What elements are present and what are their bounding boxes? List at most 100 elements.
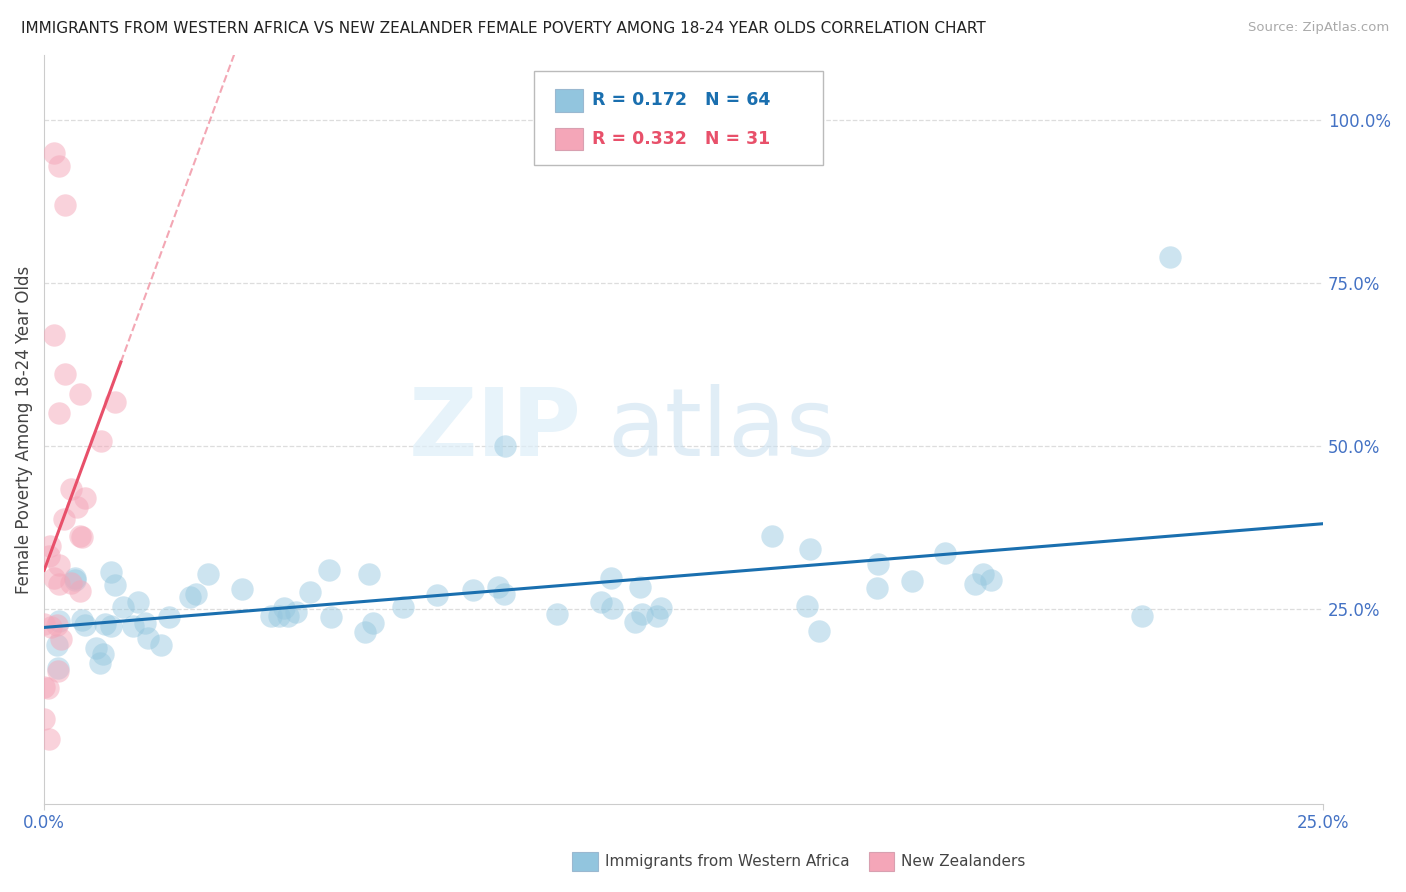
Point: [494, 439, 516, 453]
Point: [179, 590, 201, 604]
Point: [934, 545, 956, 559]
Point: [980, 574, 1002, 588]
Point: [53, 198, 76, 212]
Point: [46, 660, 69, 674]
Point: [45, 617, 67, 632]
Point: [799, 542, 821, 557]
Point: [93, 616, 115, 631]
Point: [70, 613, 93, 627]
Point: [299, 585, 322, 599]
Point: [65, 573, 87, 587]
Point: [231, 582, 253, 596]
Point: [602, 600, 624, 615]
Point: [136, 632, 159, 646]
Point: [84, 640, 107, 655]
Point: [391, 600, 413, 615]
Point: [65, 571, 87, 585]
Point: [631, 607, 654, 622]
Text: New Zealanders: New Zealanders: [901, 855, 1025, 869]
Text: IMMIGRANTS FROM WESTERN AFRICA VS NEW ZEALANDER FEMALE POVERTY AMONG 18-24 YEAR : IMMIGRANTS FROM WESTERN AFRICA VS NEW ZE…: [21, 21, 986, 36]
Point: [1130, 608, 1153, 623]
Point: [48, 406, 70, 420]
Point: [426, 588, 449, 602]
Point: [100, 565, 122, 579]
Point: [628, 580, 651, 594]
Point: [363, 616, 385, 631]
Point: [32, 712, 55, 726]
Point: [91, 647, 114, 661]
Point: [66, 500, 89, 515]
Point: [486, 580, 509, 594]
Point: [59, 576, 82, 591]
Point: [901, 574, 924, 588]
Point: [318, 562, 340, 576]
Y-axis label: Female Poverty Among 18-24 Year Olds: Female Poverty Among 18-24 Year Olds: [15, 266, 32, 594]
Text: Source: ZipAtlas.com: Source: ZipAtlas.com: [1249, 21, 1389, 34]
Point: [796, 599, 818, 614]
Point: [48, 615, 70, 629]
Point: [963, 577, 986, 591]
Text: atlas: atlas: [607, 384, 835, 475]
Point: [48, 159, 70, 173]
Point: [32, 680, 55, 694]
Text: R = 0.332   N = 31: R = 0.332 N = 31: [592, 129, 770, 148]
Point: [69, 529, 91, 543]
Point: [157, 610, 180, 624]
Point: [761, 529, 783, 543]
Text: Immigrants from Western Africa: Immigrants from Western Africa: [605, 855, 849, 869]
Point: [39, 539, 62, 553]
Point: [69, 386, 91, 401]
Point: [104, 395, 127, 409]
Point: [197, 567, 219, 582]
Point: [48, 558, 70, 572]
Point: [60, 482, 83, 496]
Point: [623, 615, 645, 629]
Point: [589, 595, 612, 609]
Point: [650, 600, 672, 615]
Point: [866, 558, 889, 572]
Point: [48, 576, 70, 591]
Point: [354, 625, 377, 640]
Point: [38, 731, 60, 746]
Point: [599, 571, 621, 585]
Text: ZIP: ZIP: [408, 384, 581, 475]
Point: [357, 567, 380, 582]
Point: [267, 609, 290, 624]
Point: [1159, 250, 1181, 264]
Point: [184, 587, 207, 601]
Point: [277, 609, 299, 624]
Point: [89, 656, 111, 670]
Point: [52, 512, 75, 526]
Point: [546, 607, 568, 621]
Point: [90, 434, 112, 448]
Point: [273, 601, 295, 615]
Point: [44, 328, 66, 343]
Point: [38, 549, 60, 564]
Point: [69, 583, 91, 598]
Point: [866, 581, 889, 595]
Point: [319, 610, 342, 624]
Text: R = 0.172   N = 64: R = 0.172 N = 64: [592, 91, 770, 110]
Point: [808, 624, 831, 639]
Point: [972, 566, 994, 581]
Point: [46, 638, 69, 652]
Point: [285, 605, 308, 619]
Point: [46, 664, 69, 678]
Point: [53, 368, 76, 382]
Point: [492, 586, 515, 600]
Point: [100, 619, 122, 633]
Point: [73, 618, 96, 632]
Point: [121, 618, 143, 632]
Point: [75, 491, 97, 506]
Point: [44, 145, 66, 160]
Point: [111, 600, 134, 615]
Point: [32, 616, 55, 631]
Point: [51, 632, 73, 647]
Point: [134, 616, 156, 631]
Point: [42, 571, 65, 585]
Point: [149, 639, 172, 653]
Point: [39, 620, 62, 634]
Point: [70, 530, 93, 544]
Point: [104, 578, 127, 592]
Point: [645, 609, 668, 624]
